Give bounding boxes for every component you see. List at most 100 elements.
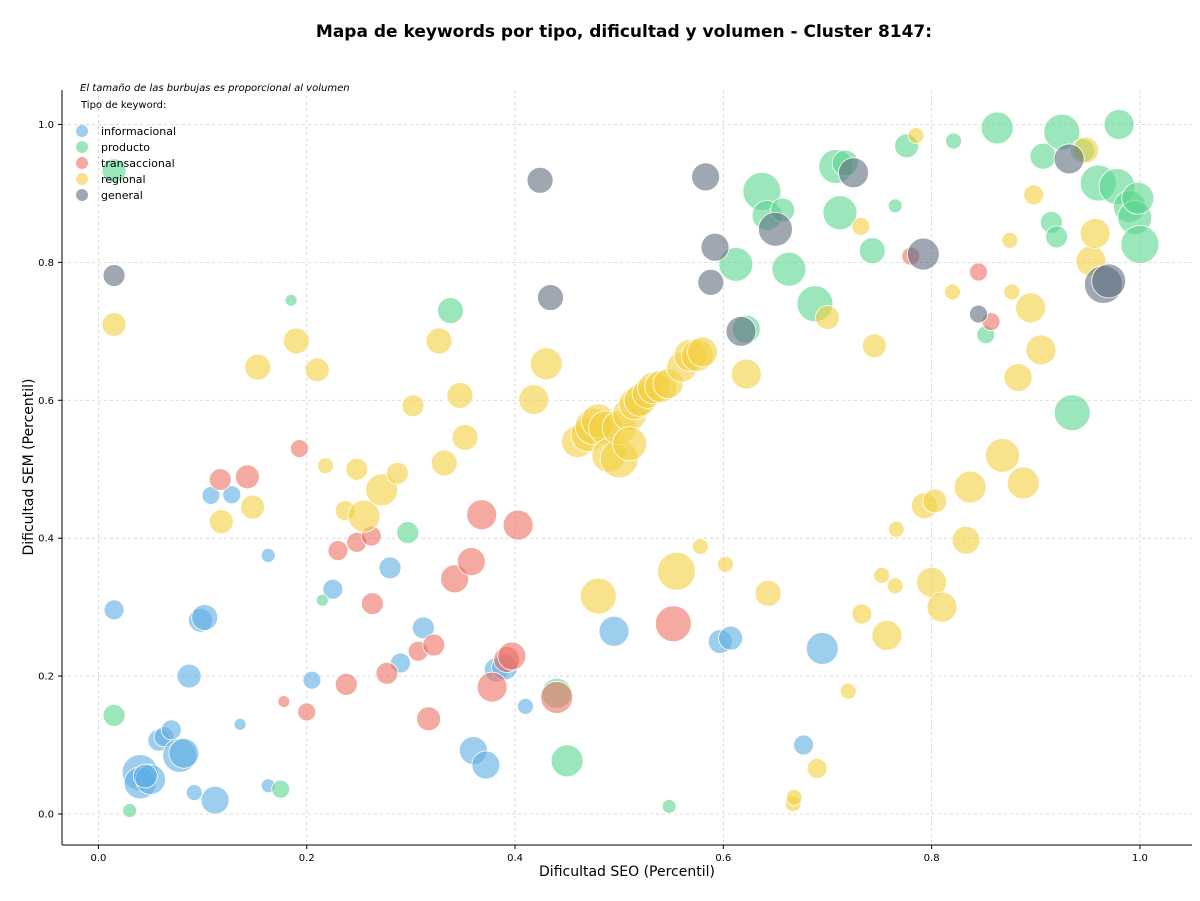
- x-axis-label: Dificultad SEO (Percentil): [539, 864, 715, 880]
- x-tick-label: 0.6: [715, 853, 731, 864]
- bubble-regional: [926, 591, 958, 623]
- bubble-transaccional: [654, 605, 692, 643]
- bubble-producto: [102, 703, 126, 727]
- bubble-regional: [446, 382, 474, 409]
- bubble-general: [725, 315, 757, 347]
- bubble-regional: [730, 358, 762, 390]
- legend-label-regional: regional: [101, 173, 146, 186]
- y-tick-label: 0.2: [38, 672, 54, 683]
- bubble-regional: [385, 461, 409, 485]
- bubble-regional: [304, 357, 330, 383]
- bubble-transaccional: [234, 464, 260, 490]
- bubble-informacional: [132, 763, 158, 789]
- bubble-general: [1053, 143, 1085, 175]
- bubble-producto: [718, 247, 754, 282]
- legend-marker-general: [76, 189, 88, 201]
- bubble-general: [969, 304, 988, 324]
- bubble-informacional: [260, 548, 276, 563]
- bubble-regional: [851, 217, 871, 236]
- bubble-regional: [1025, 334, 1057, 366]
- bubble-regional: [1003, 363, 1033, 392]
- y-tick-label: 0.4: [38, 534, 54, 545]
- bubble-transaccional: [969, 262, 988, 282]
- bubble-regional: [953, 470, 987, 504]
- bubble-transaccional: [502, 509, 534, 541]
- bubble-transaccional: [497, 641, 527, 671]
- bubble-informacional: [517, 698, 534, 715]
- bubble-producto: [1045, 225, 1069, 249]
- legend-marker-informacional: [76, 125, 88, 137]
- bubble-general: [906, 237, 940, 271]
- x-tick-label: 0.0: [90, 853, 106, 864]
- bubble-regional: [365, 473, 399, 507]
- bubble-transaccional: [360, 592, 384, 616]
- bubble-producto: [822, 195, 858, 231]
- bubble-transaccional: [422, 633, 446, 657]
- bubble-regional: [282, 327, 310, 355]
- bubble-regional: [806, 758, 828, 779]
- bubble-regional: [861, 333, 887, 359]
- bubble-producto: [1103, 109, 1135, 140]
- bubble-informacional: [718, 625, 744, 651]
- bubble-transaccional: [540, 681, 574, 714]
- bubble-general: [537, 284, 564, 311]
- bubble-informacional: [302, 670, 322, 690]
- bubble-regional: [347, 499, 381, 533]
- legend-label-general: general: [101, 189, 143, 202]
- bubble-informacional: [222, 485, 242, 505]
- bubble-informacional: [176, 663, 202, 689]
- bubble-informacional: [598, 615, 630, 647]
- bubble-regional: [1006, 466, 1040, 500]
- ticks: 0.0 0.2 0.4 0.6 0.8 1.0 0.0 0.2 0.4 0.6 0.8 1.0: [38, 120, 1148, 864]
- bubble-layer: [101, 109, 1160, 818]
- bubble-regional: [451, 424, 479, 451]
- bubble-producto: [771, 251, 807, 287]
- bubble-regional: [886, 577, 904, 595]
- bubble-informacional: [160, 719, 182, 741]
- bubble-transaccional: [334, 672, 358, 696]
- legend-marker-regional: [76, 173, 88, 185]
- bubble-regional: [839, 682, 857, 700]
- x-tick-label: 1.0: [1132, 853, 1148, 864]
- bubble-producto: [101, 158, 127, 184]
- legend-marker-producto: [76, 141, 88, 153]
- bubble-regional: [887, 520, 905, 538]
- bubble-producto: [122, 803, 138, 818]
- bubble-informacional: [378, 556, 402, 580]
- bubble-producto: [284, 293, 298, 307]
- bubble-informacional: [471, 750, 501, 780]
- bubble-general: [526, 166, 554, 194]
- bubble-transaccional: [476, 671, 508, 703]
- bubble-regional: [345, 457, 369, 481]
- bubble-general: [1091, 263, 1127, 299]
- bubble-producto: [858, 237, 886, 265]
- bubble-informacional: [793, 734, 814, 756]
- bubble-informacional: [201, 486, 221, 505]
- bubble-general: [102, 264, 126, 287]
- bubble-regional: [815, 305, 840, 330]
- bubble-producto: [396, 521, 420, 545]
- bubble-informacional: [805, 632, 839, 665]
- bubble-regional: [317, 457, 334, 475]
- bubble-regional: [692, 538, 709, 555]
- bubble-regional: [985, 438, 1020, 473]
- bubble-regional: [785, 789, 803, 806]
- bubble-regional: [240, 494, 265, 520]
- bubble-transaccional: [297, 702, 317, 722]
- bubble-regional: [871, 619, 903, 651]
- bubble-informacional: [322, 578, 344, 600]
- chart-title: Mapa de keywords por tipo, dificultad y …: [316, 22, 932, 42]
- bubble-regional: [873, 567, 891, 584]
- bubble-transaccional: [466, 499, 498, 531]
- legend-marker-transaccional: [76, 157, 88, 169]
- bubble-producto: [437, 297, 464, 325]
- bubble-informacional: [185, 784, 203, 801]
- bubble-general: [700, 232, 730, 262]
- y-tick-label: 0.8: [38, 258, 54, 269]
- bubble-general: [697, 268, 725, 296]
- bubble-informacional: [411, 616, 435, 640]
- bubble-regional: [687, 336, 718, 368]
- bubble-regional: [754, 579, 782, 607]
- bubble-regional: [529, 347, 563, 381]
- bubble-general: [758, 211, 793, 247]
